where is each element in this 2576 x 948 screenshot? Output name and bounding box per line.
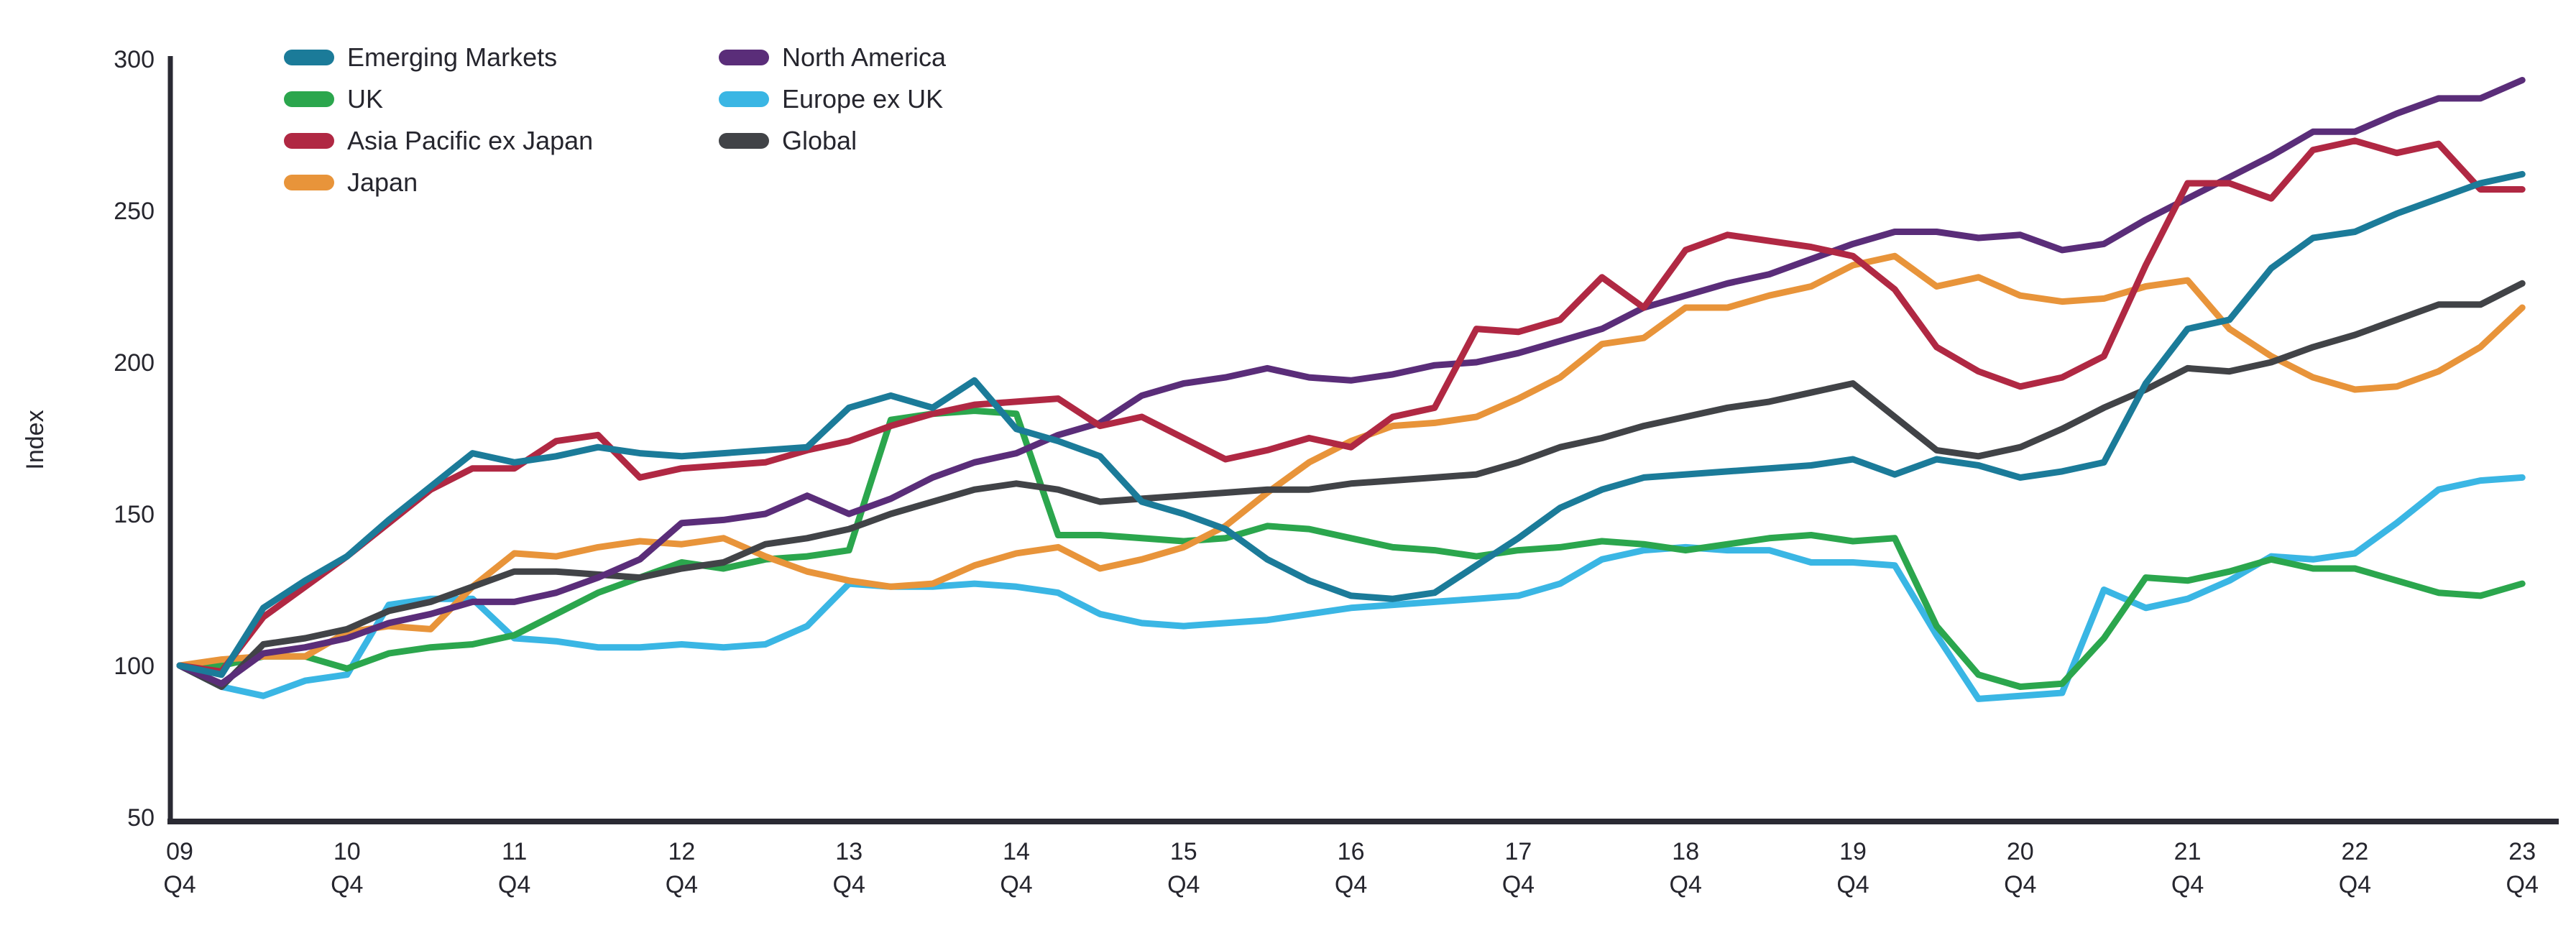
x-tick-year-label: 13: [835, 838, 862, 865]
legend-swatch-emerging-markets: [284, 50, 334, 65]
legend-swatch-uk: [284, 91, 334, 107]
x-tick-year-label: 20: [2007, 838, 2034, 865]
x-tick-year-label: 14: [1003, 838, 1030, 865]
y-tick-label: 150: [114, 501, 155, 528]
x-tick-quarter-label: Q4: [833, 871, 865, 898]
legend-swatch-europe-ex-uk: [719, 91, 769, 107]
series-line-asia-pacific-ex-japan: [176, 137, 2526, 675]
legend-label-europe-ex-uk: Europe ex UK: [782, 84, 943, 114]
x-tick-quarter-label: Q4: [2004, 871, 2036, 898]
x-tick-year-label: 23: [2508, 838, 2536, 865]
legend-label-asia-pacific-ex-japan: Asia Pacific ex Japan: [347, 126, 593, 155]
x-tick-quarter-label: Q4: [1502, 871, 1535, 898]
x-tick-quarter-label: Q4: [2171, 871, 2204, 898]
x-tick-quarter-label: Q4: [498, 871, 530, 898]
legend-label-japan: Japan: [347, 167, 418, 197]
legend-label-uk: UK: [347, 84, 383, 114]
x-tick-quarter-label: Q4: [2506, 871, 2539, 898]
series-line-uk: [176, 408, 2526, 690]
series-line-europe-ex-uk: [176, 474, 2526, 702]
x-tick-year-label: 21: [2174, 838, 2202, 865]
y-tick-label: 50: [127, 804, 155, 832]
x-tick-year-label: 17: [1504, 838, 1532, 865]
legend-swatch-north-america: [719, 50, 769, 65]
y-tick-label: 300: [114, 46, 155, 73]
x-tick-quarter-label: Q4: [1836, 871, 1869, 898]
legend-label-emerging-markets: Emerging Markets: [347, 42, 557, 72]
x-tick-year-label: 18: [1672, 838, 1699, 865]
legend-swatch-japan: [284, 175, 334, 190]
x-tick-year-label: 16: [1338, 838, 1365, 865]
x-tick-quarter-label: Q4: [1000, 871, 1032, 898]
x-tick-year-label: 11: [502, 838, 527, 865]
x-tick-quarter-label: Q4: [1167, 871, 1200, 898]
x-tick-quarter-label: Q4: [331, 871, 363, 898]
x-tick-year-label: 12: [668, 838, 695, 865]
x-tick-quarter-label: Q4: [666, 871, 698, 898]
x-tick-quarter-label: Q4: [163, 871, 196, 898]
x-tick-year-label: 10: [334, 838, 361, 865]
x-tick-quarter-label: Q4: [1670, 871, 1702, 898]
x-tick-year-label: 22: [2341, 838, 2368, 865]
series-line-global: [176, 280, 2526, 690]
x-tick-year-label: 09: [166, 838, 193, 865]
legend-label-global: Global: [782, 126, 857, 155]
legend-swatch-global: [719, 133, 769, 149]
y-tick-label: 200: [114, 349, 155, 377]
series-line-north-america: [176, 77, 2526, 687]
y-axis-title: Index: [22, 410, 49, 469]
x-tick-quarter-label: Q4: [1335, 871, 1367, 898]
legend-label-north-america: North America: [782, 42, 947, 72]
x-tick-year-label: 15: [1170, 838, 1197, 865]
y-tick-label: 250: [114, 198, 155, 225]
x-tick-quarter-label: Q4: [2339, 871, 2371, 898]
x-tick-year-label: 19: [1839, 838, 1867, 865]
legend-swatch-asia-pacific-ex-japan: [284, 133, 334, 149]
y-tick-label: 100: [114, 653, 155, 680]
series-line-emerging-markets: [176, 170, 2526, 678]
